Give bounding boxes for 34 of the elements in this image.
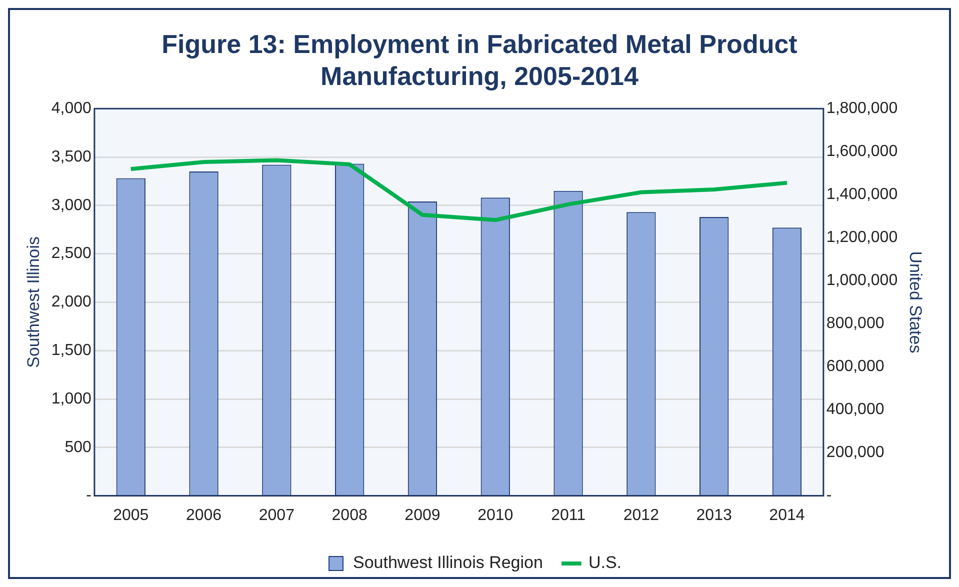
y2-tick-label: 800,000 [826,315,884,332]
x-tick-label: 2013 [696,506,732,524]
legend-label: U.S. [588,553,622,572]
x-tick-label: 2008 [332,506,368,524]
y2-tick-label: 1,800,000 [826,100,898,118]
y2-tick-label: 200,000 [826,444,884,462]
x-tick-label: 2012 [623,506,660,524]
y2-tick-label: 1,000,000 [826,272,898,290]
legend-label: Southwest Illinois Region [353,553,543,572]
x-tick-label: 2014 [769,506,805,524]
y-axis-title: Southwest Illinois [24,236,43,368]
y-tick-label: 1,500 [51,342,92,360]
x-tick-label: 2006 [186,506,222,524]
y2-tick-label: 600,000 [826,358,884,376]
y2-tick-label: 1,200,000 [826,229,898,246]
y-tick-label: 2,500 [51,245,92,262]
y-tick-label: 4,000 [51,100,92,118]
y2-tick-label: 1,600,000 [826,143,898,160]
chart-title: Figure 13: Employment in Fabricated Metal Product Manufacturing, 2005-2014 [160,28,798,92]
y-tick-label: 2,000 [51,294,92,311]
y2-tick-label: - [826,487,832,504]
y2-tick-label: 1,400,000 [826,186,898,204]
y-tick-label: 3,000 [51,196,92,214]
y2-axis-title: United States [906,251,926,354]
y-tick-label: 3,500 [51,148,92,166]
x-tick-label: 2007 [258,506,295,524]
x-tick-label: 2009 [404,506,440,524]
x-tick-label: 2010 [478,506,514,524]
y-tick-label: - [86,487,92,504]
y-tick-label: 1,000 [51,390,92,408]
x-tick-label: 2005 [113,506,149,524]
y2-tick-label: 400,000 [826,401,884,418]
y-tick-label: 500 [64,438,92,456]
x-tick-label: 2011 [551,506,586,524]
